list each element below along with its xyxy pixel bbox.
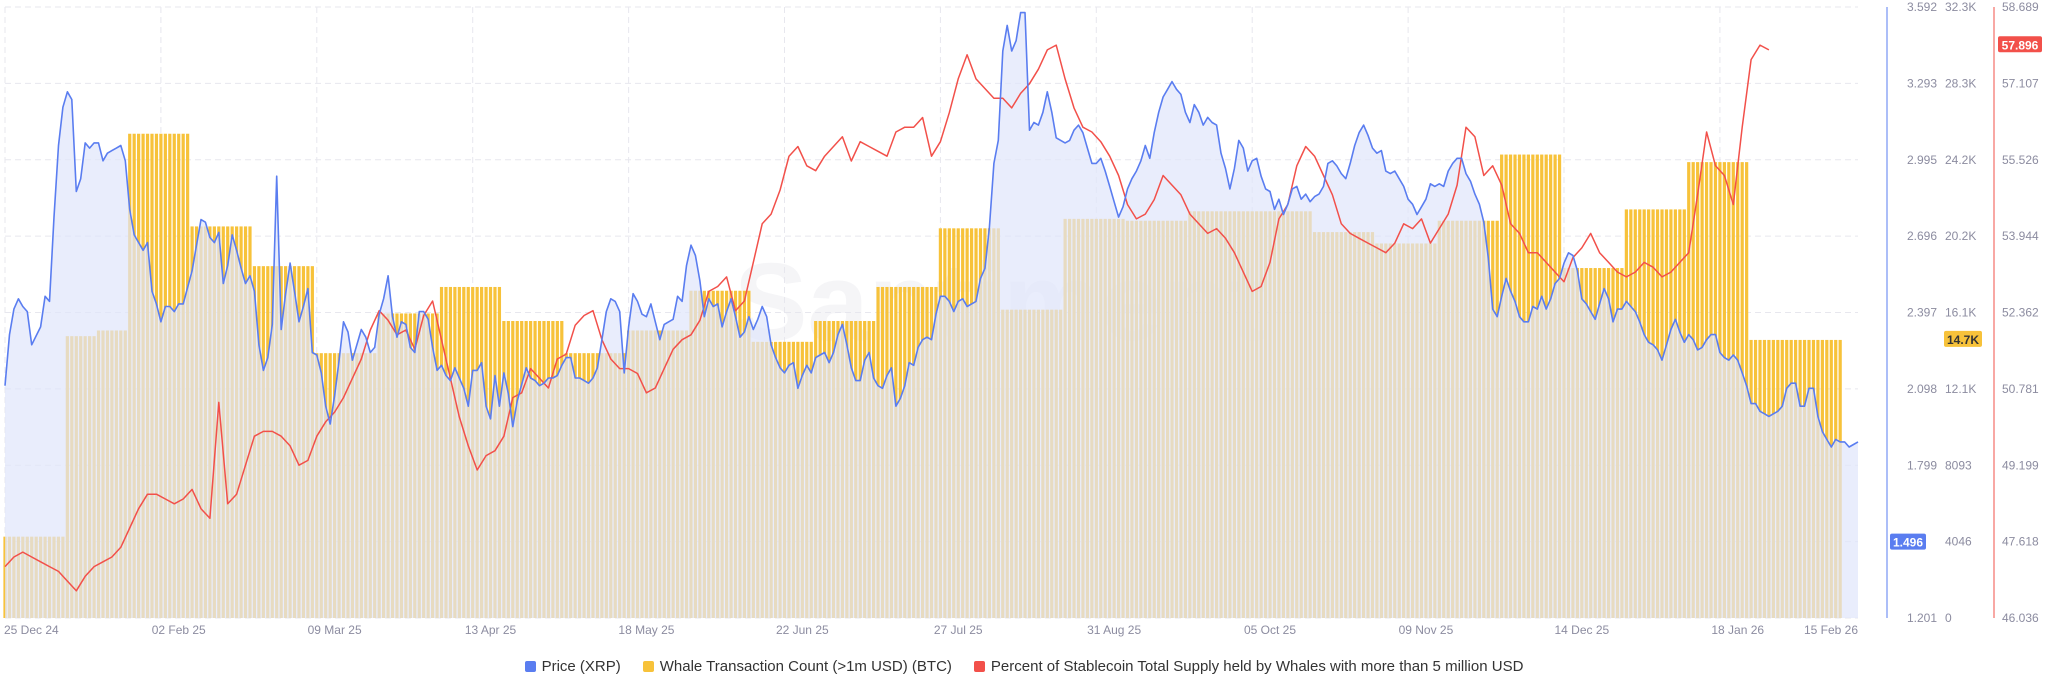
stable-axis-tick: 47.618 (2002, 535, 2039, 549)
price-axis-tick: 2.995 (1907, 153, 1937, 167)
stable-axis-tick: 52.362 (2002, 306, 2039, 320)
legend-item-whale[interactable]: Whale Transaction Count (>1m USD) (BTC) (642, 657, 952, 675)
x-axis-tick: 09 Mar 25 (308, 623, 362, 637)
legend-swatch-whale (642, 660, 654, 672)
x-axis-tick: 05 Oct 25 (1244, 623, 1296, 637)
x-axis-tick: 14 Dec 25 (1554, 623, 1609, 637)
legend-label-stable: Percent of Stablecoin Total Supply held … (990, 657, 1524, 675)
price-axis-tick: 1.799 (1907, 458, 1937, 472)
x-axis-tick: 13 Apr 25 (465, 623, 517, 637)
x-axis-tick: 27 Jul 25 (934, 623, 983, 637)
price-current-badge: 1.496 (1893, 536, 1923, 550)
legend-item-stable[interactable]: Percent of Stablecoin Total Supply held … (973, 657, 1524, 675)
stable-axis-tick: 49.199 (2002, 458, 2039, 472)
whale-axis-tick: 28.3K (1945, 76, 1976, 90)
stable-axis-tick: 58.689 (2002, 0, 2039, 14)
legend-label-whale: Whale Transaction Count (>1m USD) (BTC) (659, 657, 952, 675)
whale-axis-tick: 8093 (1945, 458, 1972, 472)
legend-label-price: Price (XRP) (541, 657, 621, 675)
x-axis-tick: 22 Jun 25 (776, 623, 829, 637)
price-area (5, 12, 1858, 619)
x-axis-tick: 09 Nov 25 (1399, 623, 1454, 637)
whale-current-badge: 14.7K (1947, 333, 1979, 347)
stable-current-badge: 57.896 (2002, 38, 2039, 52)
stablecoin-line (4, 44, 1770, 592)
stable-axis-tick: 50.781 (2002, 382, 2039, 396)
whale-axis-tick: 24.2K (1945, 153, 1976, 167)
whale-current-badge-bg (1944, 330, 1982, 347)
price-line (4, 11, 1859, 448)
price-axis-tick: 2.397 (1907, 306, 1937, 320)
x-axis-tick: 25 Dec 24 (4, 623, 59, 637)
price-current-badge-bg (1890, 533, 1926, 550)
price-axis-tick: 2.696 (1907, 229, 1937, 243)
price-axis-tick: 2.098 (1907, 382, 1937, 396)
whale-axis-tick: 20.2K (1945, 229, 1976, 243)
stable-axis-tick: 53.944 (2002, 229, 2039, 243)
x-axis-tick: 02 Feb 25 (152, 623, 206, 637)
stable-current-badge-bg (1998, 36, 2042, 53)
whale-axis-tick: 16.1K (1945, 306, 1976, 320)
whale-axis-tick: 4046 (1945, 535, 1972, 549)
whale-axis-tick: 12.1K (1945, 382, 1976, 396)
whale-axis-tick: 0 (1945, 611, 1952, 625)
legend-swatch-price (524, 660, 536, 672)
x-axis-tick: 18 May 25 (618, 623, 674, 637)
legend-item-price[interactable]: Price (XRP) (524, 657, 621, 675)
x-axis-tick: 31 Aug 25 (1087, 623, 1141, 637)
x-axis-tick: 15 Feb 26 (1804, 623, 1858, 637)
stable-axis-tick: 55.526 (2002, 153, 2039, 167)
x-axis-tick: 18 Jan 26 (1711, 623, 1764, 637)
chart-legend: Price (XRP) Whale Transaction Count (>1m… (0, 652, 2048, 680)
whale-axis-tick: 32.3K (1945, 0, 1976, 14)
legend-swatch-stable (973, 660, 985, 672)
price-axis-tick: 3.592 (1907, 0, 1937, 14)
price-axis-tick: 3.293 (1907, 76, 1937, 90)
stable-axis-tick: 57.107 (2002, 76, 2039, 90)
chart-svg: Santiment3.5923.2932.9952.6962.3972.0981… (3, 0, 2042, 637)
stable-axis-tick: 46.036 (2002, 611, 2039, 625)
price-axis-tick: 1.201 (1907, 611, 1937, 625)
